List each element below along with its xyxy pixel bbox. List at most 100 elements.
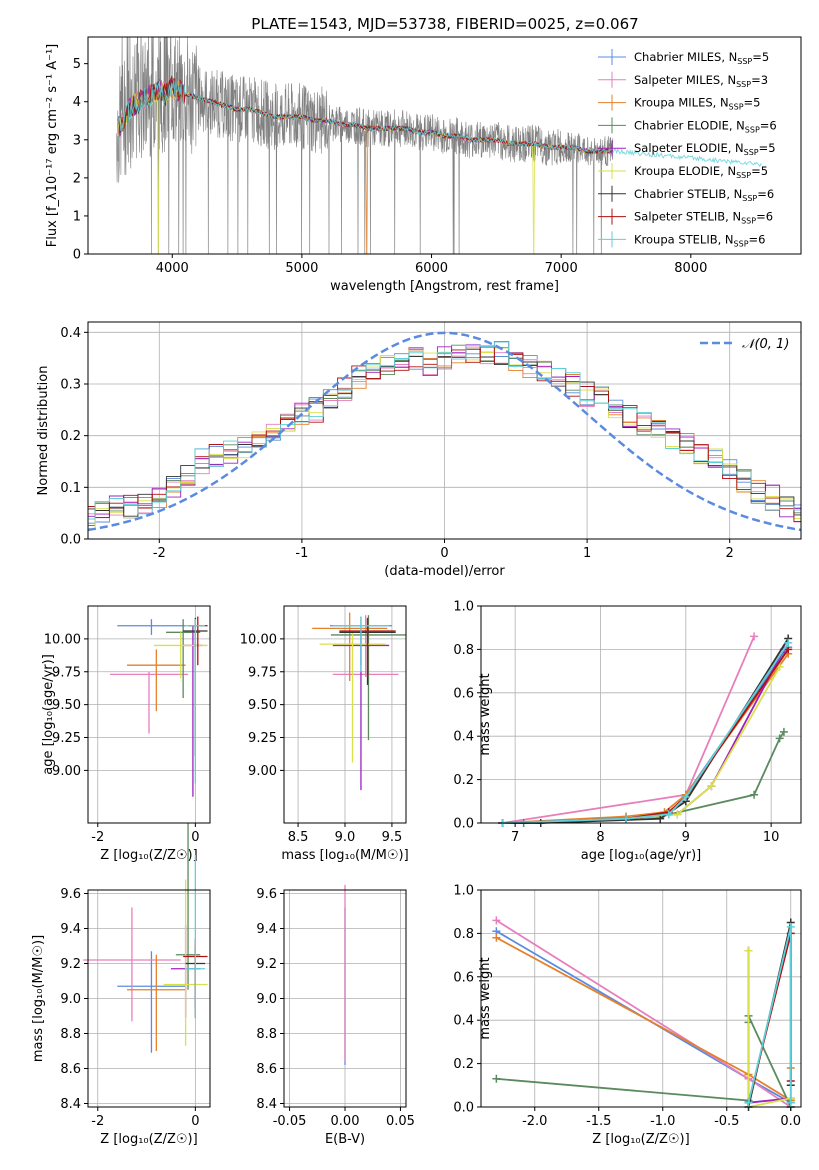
tick-label-y: 8.4 (256, 1097, 277, 1112)
series-marker (622, 814, 631, 823)
tick-label-y: 9.0 (60, 992, 81, 1007)
tick-label-x: -1 (295, 546, 308, 561)
series-marker (492, 1074, 501, 1083)
series-marker (681, 792, 690, 801)
series-line (502, 638, 789, 824)
tick-label-x: 8000 (674, 261, 707, 276)
histogram-step-line (88, 346, 801, 523)
data-point (312, 612, 388, 681)
tick-label-y: 0.3 (60, 378, 81, 393)
axes-frame (87, 36, 802, 255)
legend-entry-text: Kroupa MILES, N (634, 96, 729, 110)
data-point (127, 649, 186, 712)
axis-title-y: mass weight (478, 957, 493, 1039)
series-marker (786, 922, 795, 931)
tick-label-x: -0.05 (273, 1114, 307, 1129)
series-marker (673, 810, 682, 819)
axes-residuals: -2 -1 0 1 2 0.0 0.1 0.2 0.3 0.4 (data-model)/error… (36, 321, 802, 579)
axis-title-y: age [log₁₀(age/yr)] (41, 654, 56, 775)
tick-label-y: 9.50 (52, 698, 81, 713)
axes-mass-weight-vs-age: 7 8 9 10 0.0 0.2 0.4 0.6 0.8 1.0 age [log₁₀(age/yr… (453, 600, 802, 863)
axis-title-x: (data-model)/error (384, 564, 505, 579)
tick-label-y: 0.0 (453, 817, 474, 832)
histogram-step-line (88, 348, 801, 517)
tick-label-y: 9.4 (256, 922, 277, 937)
legend-entry-value: =5 (751, 164, 768, 178)
axis-title-y: mass [log₁₀(M/M☉)] (31, 935, 46, 1062)
tick-label-x: -2.0 (522, 1114, 547, 1129)
tick-label-x: 1 (583, 546, 591, 561)
axis-title-x: Z [log₁₀(Z/Z☉)] (100, 1132, 197, 1147)
series-marker (492, 933, 501, 942)
tick-label-y: 9.25 (248, 731, 277, 746)
tick-label-x: 0 (191, 830, 199, 845)
series-marker (750, 632, 759, 641)
plot-area-mass-vs-Z (83, 823, 208, 1053)
tick-label-y: 9.25 (52, 731, 81, 746)
tick-label-x: 6000 (415, 261, 448, 276)
legend-entry: Salpeter ELODIE, NSSP=5 (634, 141, 776, 157)
legend-entry-subscript: SSP (736, 80, 751, 89)
series-marker (744, 946, 753, 955)
tick-label-y: 0.2 (453, 773, 474, 788)
tick-label-x: 2 (726, 546, 734, 561)
legend-entry-subscript: SSP (745, 125, 760, 134)
tick-label-y: 8.6 (256, 1062, 277, 1077)
legend-entry-text: Kroupa ELODIE, N (634, 164, 736, 178)
series-marker (779, 727, 788, 736)
tick-label-x: 9.0 (335, 830, 356, 845)
legend-entry-subscript: SSP (744, 148, 759, 157)
tick-label-y: 4 (73, 95, 81, 110)
tick-label-y: 1.0 (453, 884, 474, 899)
series-marker (664, 810, 673, 819)
plot-area-spectrum (116, 37, 762, 254)
axis-title-x: mass [log₁₀(M/M☉)] (281, 848, 408, 863)
series-line (502, 636, 755, 824)
tick-label-y: 8.8 (256, 1027, 277, 1042)
series-marker (750, 790, 759, 799)
tick-label-x: -1.0 (650, 1114, 675, 1129)
tick-label-x: 8.5 (288, 830, 309, 845)
data-point (163, 879, 208, 1046)
model-spectrum-line (117, 78, 762, 168)
tick-label-y: 1 (73, 209, 81, 224)
legend-entry-text: Salpeter MILES, N (634, 73, 736, 87)
tick-label-y: 0 (73, 248, 81, 263)
tick-label-x: 10 (763, 830, 780, 845)
series-marker (775, 734, 784, 743)
legend-entry: Salpeter MILES, NSSP=3 (634, 73, 768, 89)
plot-area-mass-weight-vs-Z (492, 916, 795, 1111)
legend-entry-subscript: SSP (736, 171, 751, 180)
tick-label-y: 9.2 (256, 957, 277, 972)
data-point (332, 615, 399, 678)
series-line (502, 731, 785, 824)
tick-label-y: 9.00 (248, 764, 277, 779)
tick-label-y: 9.00 (52, 764, 81, 779)
series-marker (784, 638, 793, 647)
data-point (117, 619, 186, 635)
data-point (319, 630, 386, 763)
legend-entry-value: =6 (756, 210, 773, 224)
axes-mass-vs-EBV: -0.05 0.00 0.05 8.4 8.6 8.8 9.0 9.2 9.4 9.6 E(B-V) (256, 884, 415, 1147)
data-point (332, 616, 390, 672)
series-line (496, 1015, 792, 1108)
legend-entry-subscript: SSP (742, 194, 757, 203)
series-line (502, 666, 781, 824)
tick-label-y: 9.50 (248, 698, 277, 713)
axes-frame (480, 889, 802, 1108)
axis-title-x: age [log₁₀(age/yr)] (581, 848, 702, 863)
tick-label-x: 0.05 (386, 1114, 415, 1129)
data-point (109, 671, 189, 734)
tick-label-x: -2 (91, 1114, 104, 1129)
data-point (127, 954, 186, 1051)
axes-spectrum: 4000 5000 6000 7000 8000 0 1 2 3 4 5 wavelength [An… (45, 36, 802, 294)
tick-label-y: 0.2 (60, 429, 81, 444)
tick-label-y: 0.8 (453, 927, 474, 942)
tick-label-y: 8.8 (60, 1027, 81, 1042)
tick-label-x: 8 (596, 830, 604, 845)
tick-label-x: 0.0 (780, 1114, 801, 1129)
tick-label-x: 4000 (156, 261, 189, 276)
tick-label-y: 1.0 (453, 600, 474, 615)
